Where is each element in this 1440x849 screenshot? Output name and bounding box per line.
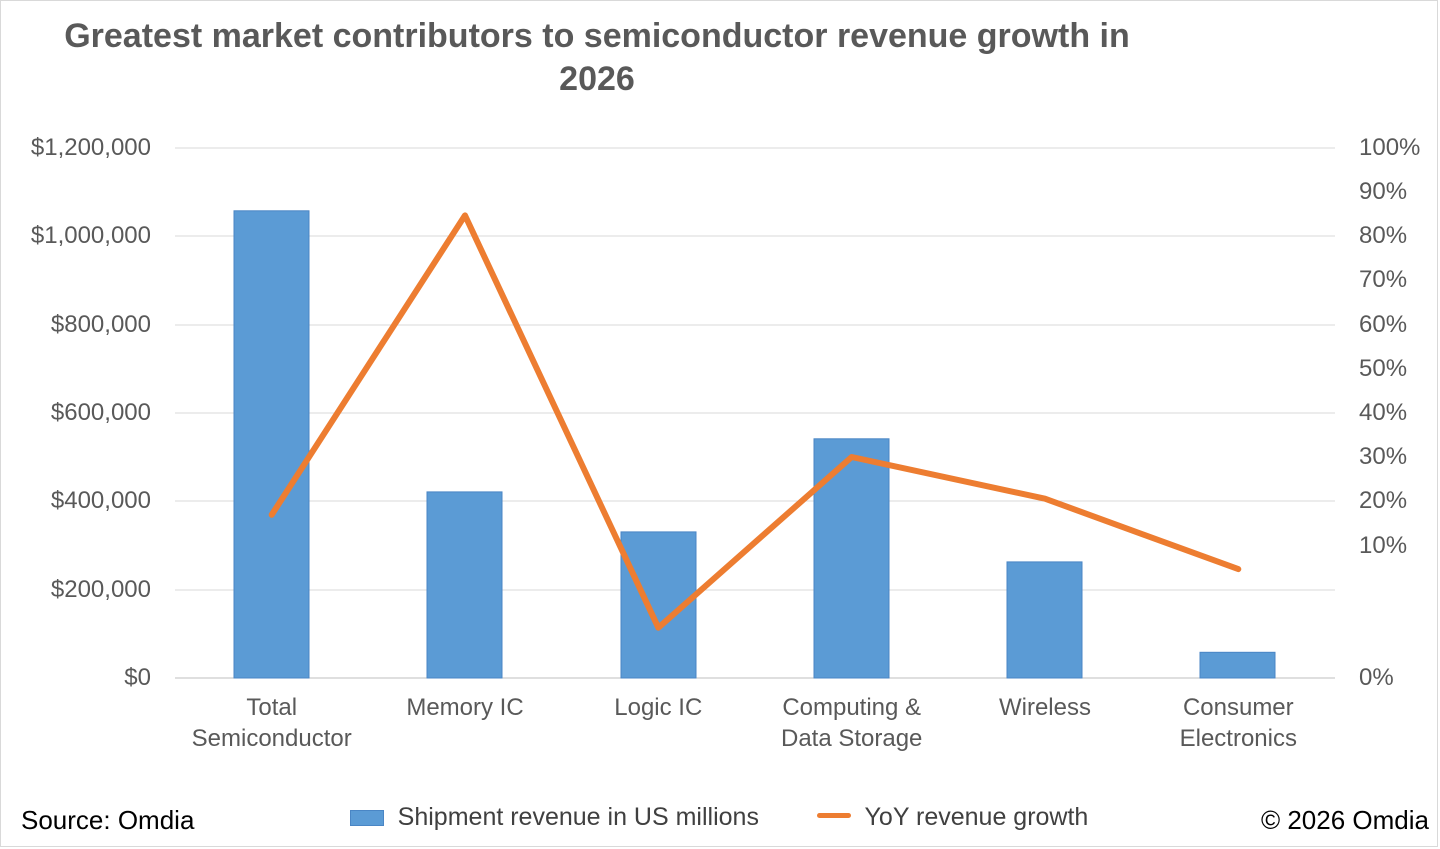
svg-text:100%: 100% — [1359, 134, 1420, 161]
svg-text:Consumer: Consumer — [1183, 694, 1294, 721]
svg-text:50%: 50% — [1359, 355, 1407, 382]
svg-text:$600,000: $600,000 — [51, 399, 151, 426]
svg-text:40%: 40% — [1359, 399, 1407, 426]
svg-text:Electronics: Electronics — [1180, 725, 1297, 752]
svg-text:Wireless: Wireless — [999, 694, 1091, 721]
svg-text:Total: Total — [246, 694, 297, 721]
svg-text:Data Storage: Data Storage — [781, 725, 922, 752]
svg-text:Logic IC: Logic IC — [614, 694, 702, 721]
svg-text:90%: 90% — [1359, 178, 1407, 205]
svg-text:Computing &: Computing & — [782, 694, 921, 721]
svg-text:$1,000,000: $1,000,000 — [31, 222, 151, 249]
svg-text:$0: $0 — [124, 664, 151, 691]
svg-text:Memory IC: Memory IC — [406, 694, 523, 721]
svg-text:70%: 70% — [1359, 266, 1407, 293]
svg-text:$1,200,000: $1,200,000 — [31, 134, 151, 161]
svg-text:0%: 0% — [1359, 664, 1394, 691]
svg-text:10%: 10% — [1359, 532, 1407, 559]
svg-text:30%: 30% — [1359, 443, 1407, 470]
svg-text:$800,000: $800,000 — [51, 311, 151, 338]
svg-text:80%: 80% — [1359, 222, 1407, 249]
svg-text:20%: 20% — [1359, 487, 1407, 514]
svg-text:Semiconductor: Semiconductor — [192, 725, 352, 752]
svg-text:$400,000: $400,000 — [51, 487, 151, 514]
svg-text:60%: 60% — [1359, 311, 1407, 338]
svg-text:$200,000: $200,000 — [51, 576, 151, 603]
